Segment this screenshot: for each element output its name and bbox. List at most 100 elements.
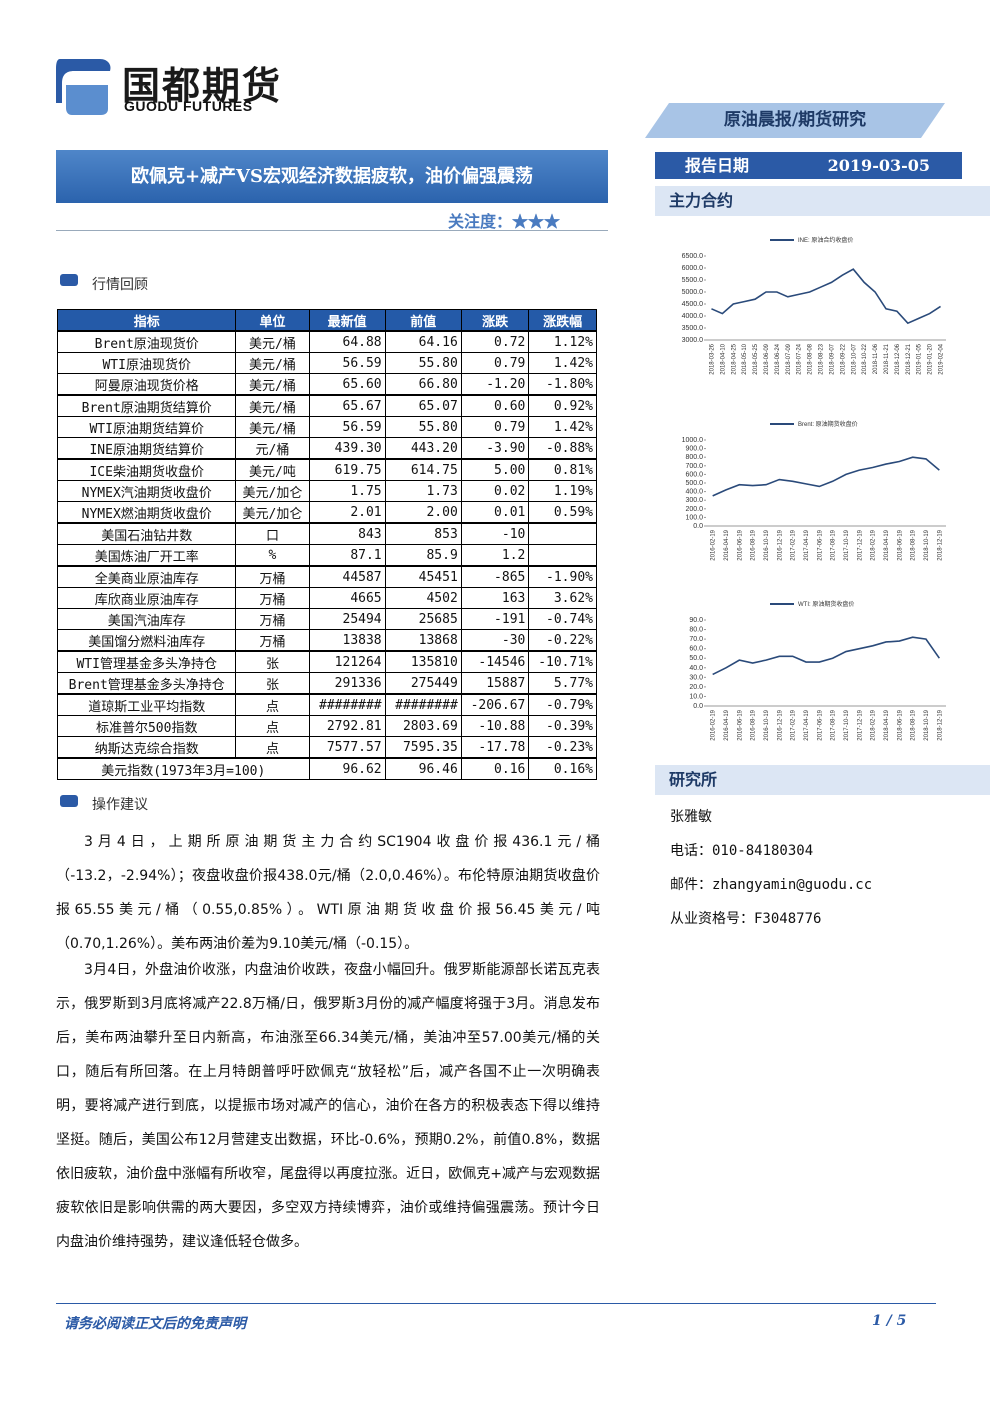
x-tick-label: 2016-10-19 — [764, 709, 770, 740]
table-row: 库欣商业原油库存 万桶 4665 4502 163 3.62% — [56, 587, 597, 609]
row-group: 道琼斯工业平均指数点 ######## ######## -206.67 -0.79% 标… — [56, 693, 597, 759]
y-tick-label: 90.0 — [689, 617, 703, 624]
data-line — [711, 268, 941, 325]
x-tick-label: 2018-11-21 — [884, 343, 890, 374]
table-head: 指标 单位 最新值 前值 涨跌 涨跌幅 — [56, 309, 597, 332]
table-cell: 7595.35 — [384, 736, 462, 759]
table-cell: 614.75 — [384, 458, 462, 481]
table-cell: WTI原油期货结算价 — [56, 416, 237, 438]
x-tick-label: 2018-06-24 — [775, 343, 781, 374]
table-row: 美国馏分燃料油库存 万桶 13838 13868 -30 -0.22% — [56, 629, 597, 652]
date-bar: 报告日期 2019-03-05 — [655, 152, 962, 179]
row-group: ICE柴油期货收盘价 美元/吨 619.75 614.75 5.00 0.81% NYMEX… — [56, 458, 597, 524]
y-tick-label: 800.0 — [685, 454, 703, 461]
x-tick-label: 2016-04-19 — [724, 529, 730, 560]
table-cell: 标准普尔500指数 — [56, 715, 237, 737]
table-cell: NYMEX汽油期货收盘价 — [56, 480, 237, 502]
table-cell: 口 — [235, 522, 310, 545]
table-cell: -10 — [460, 522, 530, 545]
table-cell: 1.19% — [528, 480, 597, 502]
table-cell: 美元/桶 — [235, 416, 310, 438]
x-tick-label: 2018-04-19 — [884, 529, 890, 560]
x-tick-label: 2018-08-19 — [911, 529, 917, 560]
table-cell: 15887 — [460, 672, 530, 695]
x-tick-label: 2018-12-06 — [895, 343, 901, 374]
table-cell: 0.79 — [460, 416, 530, 438]
table-row: NYMEX燃油期货收盘价 美元/加仑 2.01 2.00 0.01 0.59% — [56, 501, 597, 524]
x-tick-label: 2018-05-25 — [753, 343, 759, 374]
table-cell: 44587 — [308, 565, 386, 588]
x-tick-label: 2019-01-05 — [917, 343, 923, 374]
x-tick-label: 2017-04-19 — [804, 709, 810, 740]
table-cell: 65.07 — [384, 394, 462, 417]
table-cell: 0.81% — [528, 458, 597, 481]
logo-cn: 国都期货 — [122, 64, 283, 108]
date: 2019-03-05 — [827, 156, 930, 175]
data-line — [712, 636, 940, 676]
table-cell: 121264 — [308, 650, 386, 673]
table-cell: 4502 — [384, 587, 462, 609]
header-cell: 单位 — [235, 309, 310, 332]
table-cell: -865 — [460, 565, 530, 588]
x-tick-label: 2016-08-19 — [751, 529, 757, 560]
x-tick-label: 2018-12-19 — [937, 529, 943, 560]
table-cell: -3.90 — [460, 437, 530, 460]
table-cell: ######## — [308, 693, 386, 716]
table-cell: 45451 — [384, 565, 462, 588]
x-tick-label: 2017-02-19 — [791, 709, 797, 740]
table-cell: 美国馏分燃料油库存 — [56, 629, 237, 652]
table-cell: -0.39% — [528, 715, 597, 737]
table-cell: -191 — [460, 608, 530, 630]
y-tick-label: 200.0 — [685, 506, 703, 513]
table-cell: 56.59 — [308, 352, 386, 374]
x-tick-label: 2018-11-06 — [873, 343, 879, 374]
table-cell: -10.71% — [528, 650, 597, 673]
x-tick-label: 2018-05-10 — [742, 343, 748, 374]
x-tick-label: 2018-08-08 — [808, 343, 814, 374]
y-tick-label: 10.0 — [689, 693, 703, 700]
phone: 电话：010-84180304 — [670, 843, 814, 859]
x-tick-label: 2018-06-19 — [897, 529, 903, 560]
table-cell: 0.16% — [528, 757, 597, 780]
table-cell: ######## — [384, 693, 462, 716]
x-tick-label: 2016-12-19 — [777, 709, 783, 740]
x-tick-label: 2017-10-19 — [844, 709, 850, 740]
table-cell: INE原油期货结算价 — [56, 437, 237, 460]
paragraph: 3月4日，外盘油价收涨，内盘油价收跌，夜盘小幅回升。俄罗斯能源部长诺瓦克表示，俄… — [56, 962, 600, 1250]
disclaimer: 请务必阅读正文后的免责声明 — [64, 1316, 246, 1332]
row-group: 美元指数(1973年3月=100) 96.62 96.46 0.16 0.16% — [57, 757, 597, 780]
header-cell: 前值 — [384, 309, 462, 332]
chart: INE: 原油合约收盘价 3000.0 3500.0 4000.0 4500.0 5000… — [682, 236, 946, 375]
table-cell: 4665 — [308, 587, 386, 609]
x-tick-label: 2018-02-19 — [871, 709, 877, 740]
y-tick-label: 6000.0 — [682, 265, 704, 272]
x-tick-label: 2018-06-19 — [897, 709, 903, 740]
date-label: 报告日期 — [685, 156, 750, 175]
y-tick-label: 5500.0 — [682, 277, 704, 284]
table-cell: 2792.81 — [308, 715, 386, 737]
table-row: Brent原油现货价 美元/桶 64.88 64.16 0.72 1.12% — [56, 330, 597, 353]
table-cell: -1.90% — [528, 565, 597, 588]
table-cell: 66.80 — [384, 373, 462, 396]
legend-label: INE: 原油合约收盘价 — [798, 236, 853, 244]
table-cell: 13838 — [308, 629, 386, 652]
y-tick-label: 500.0 — [685, 480, 703, 487]
table-row: NYMEX汽油期货收盘价 美元/加仑 1.75 1.73 0.02 1.19% — [56, 480, 597, 502]
table-cell: 0.16 — [460, 757, 530, 780]
table-cell: 5.00 — [460, 458, 530, 481]
header-row: 指标 单位 最新值 前值 涨跌 涨跌幅 — [56, 309, 597, 332]
x-tick-label: 2018-09-07 — [829, 343, 835, 374]
y-tick-label: 1000.0 — [682, 437, 704, 444]
row-group: 全美商业原油库存 万桶 44587 45451 -865 -1.90% 库欣商业原油库存 万桶… — [56, 565, 597, 652]
x-tick-label: 2018-10-22 — [862, 343, 868, 374]
x-tick-label: 2017-12-19 — [857, 709, 863, 740]
logo-en: GUODU FUTURES — [124, 98, 253, 114]
table-cell: 1.73 — [384, 480, 462, 502]
x-tick-label: 2018-04-25 — [731, 343, 737, 374]
header-cell: 指标 — [56, 309, 237, 332]
table-cell: 美国汽油库存 — [56, 608, 237, 630]
table-cell: 0.02 — [460, 480, 530, 502]
table-row: 美元指数(1973年3月=100) 96.62 96.46 0.16 0.16% — [57, 757, 597, 780]
table-row: WTI原油期货结算价 美元/桶 56.59 55.80 0.79 1.42% — [56, 416, 597, 438]
y-tick-label: 80.0 — [689, 627, 703, 634]
